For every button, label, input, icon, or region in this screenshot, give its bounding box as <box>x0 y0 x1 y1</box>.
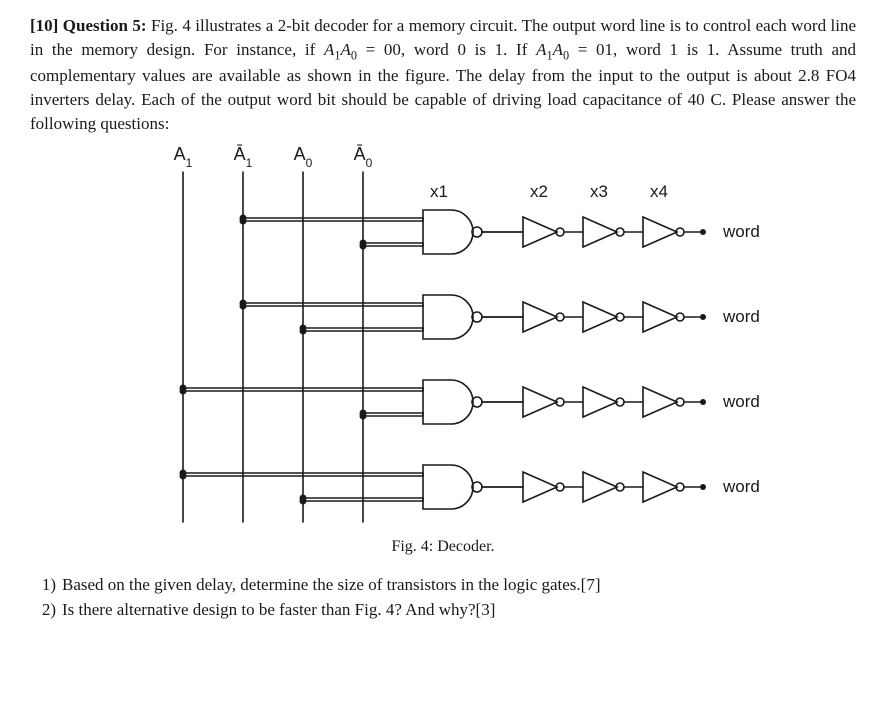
svg-text:x1: x1 <box>430 182 448 201</box>
svg-text:word 2: word 2 <box>722 392 763 411</box>
figure-caption: Fig. 4: Decoder. <box>30 538 856 556</box>
svg-text:Ā1: Ā1 <box>234 144 253 170</box>
question-heading: Question 5 <box>63 16 141 35</box>
sub-question-number: 2) <box>30 597 62 623</box>
sub-question-number: 1) <box>30 572 62 598</box>
question-text: [10] Question 5: Fig. 4 illustrates a 2-… <box>30 14 856 136</box>
svg-text:word 1: word 1 <box>722 307 763 326</box>
svg-text:A1: A1 <box>174 144 193 170</box>
svg-text:x3: x3 <box>590 182 608 201</box>
svg-text:Ā0: Ā0 <box>354 144 373 170</box>
sub-question: 2)Is there alternative design to be fast… <box>30 597 856 623</box>
points: [10] <box>30 16 58 35</box>
sub-question-text: Based on the given delay, determine the … <box>62 572 601 598</box>
svg-text:word 3: word 3 <box>722 477 763 496</box>
question-body: Fig. 4 illustrates a 2-bit decoder for a… <box>30 16 856 133</box>
svg-text:A0: A0 <box>294 144 313 170</box>
svg-text:x4: x4 <box>650 182 668 201</box>
svg-text:x2: x2 <box>530 182 548 201</box>
svg-text:word 0: word 0 <box>722 222 763 241</box>
sub-question: 1)Based on the given delay, determine th… <box>30 572 856 598</box>
decoder-diagram: A1 Ā1 A0 Ā0 x1 x2 x3 x4 word 0 word 1 word 2 word… <box>123 142 763 532</box>
sub-question-text: Is there alternative design to be faster… <box>62 597 495 623</box>
sub-questions: 1)Based on the given delay, determine th… <box>30 572 856 623</box>
